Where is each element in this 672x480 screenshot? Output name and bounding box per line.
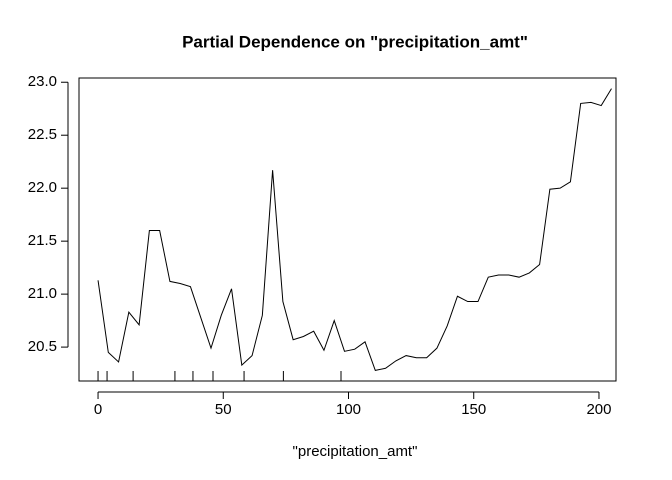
y-tick-label: 21.0 bbox=[28, 285, 57, 302]
line bbox=[97, 88, 612, 371]
plot-box bbox=[78, 77, 617, 382]
chart-title: Partial Dependence on "precipitation_amt… bbox=[182, 32, 528, 51]
x-tick-label: 50 bbox=[215, 401, 232, 418]
x-tick-label: 150 bbox=[461, 401, 486, 418]
y-tick-label: 22.5 bbox=[28, 126, 57, 143]
x-tick-label: 0 bbox=[94, 401, 102, 418]
x-axis-label: "precipitation_amt" bbox=[293, 443, 418, 460]
y-tick-label: 23.0 bbox=[28, 73, 57, 90]
x-tick-label: 100 bbox=[336, 401, 361, 418]
y-tick-label: 22.0 bbox=[28, 179, 57, 196]
y-tick-label: 20.5 bbox=[28, 338, 57, 355]
x-tick-label: 200 bbox=[586, 401, 611, 418]
y-tick-label: 21.5 bbox=[28, 232, 57, 249]
